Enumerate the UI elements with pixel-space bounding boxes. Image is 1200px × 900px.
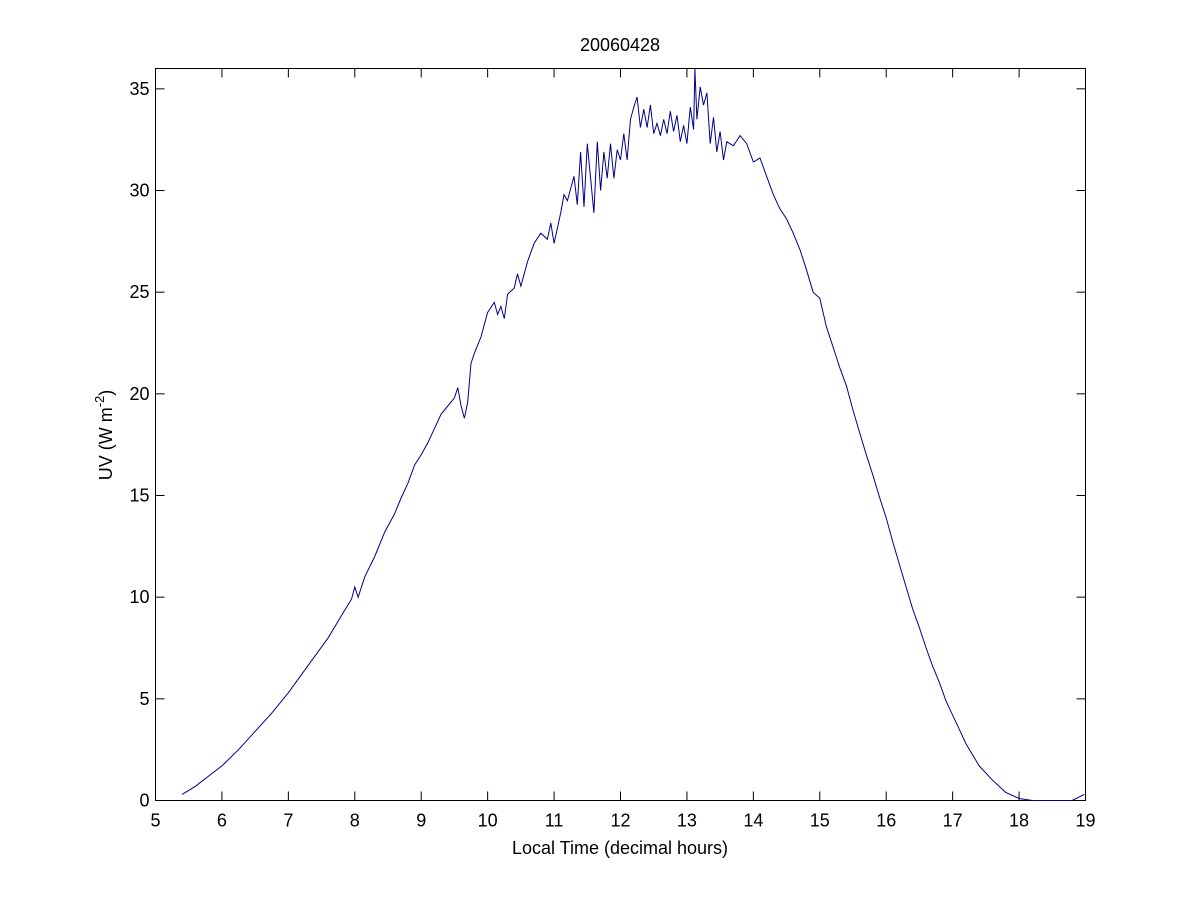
x-tick-label: 9 xyxy=(416,811,426,831)
uv-series-line xyxy=(181,68,1085,801)
x-tick-label: 10 xyxy=(478,811,498,831)
x-tick-label: 15 xyxy=(810,811,830,831)
x-tick-label: 11 xyxy=(545,811,564,831)
y-tick-label: 5 xyxy=(139,689,149,709)
y-tick-label: 0 xyxy=(139,791,149,811)
y-axis: 0 5 10 15 20 25 30 35 xyxy=(129,79,1086,811)
x-tick-label: 6 xyxy=(217,811,227,831)
y-tick-label: 25 xyxy=(129,282,149,302)
x-tick-label: 14 xyxy=(743,811,763,831)
y-axis-label-suffix: ) xyxy=(96,390,116,396)
y-tick-label: 10 xyxy=(129,587,149,607)
x-tick-label: 7 xyxy=(283,811,293,831)
y-axis-label: UV (W m-2) xyxy=(92,390,116,481)
plot-area-frame xyxy=(155,68,1086,801)
x-tick-label: 13 xyxy=(677,811,697,831)
y-axis-label-exponent: -2 xyxy=(92,396,107,408)
y-axis-label-main: UV (W m xyxy=(96,407,116,480)
x-tick-label: 8 xyxy=(350,811,360,831)
chart-title: 20060428 xyxy=(580,35,660,55)
y-tick-label: 20 xyxy=(129,384,149,404)
x-tick-label: 5 xyxy=(150,811,160,831)
x-tick-label: 19 xyxy=(1075,811,1095,831)
x-tick-label: 17 xyxy=(943,811,963,831)
x-tick-label: 16 xyxy=(876,811,896,831)
x-axis-label: Local Time (decimal hours) xyxy=(512,838,728,858)
y-tick-label: 35 xyxy=(129,79,149,99)
y-tick-label: 30 xyxy=(129,181,149,201)
y-tick-label: 15 xyxy=(129,486,149,506)
x-axis: 5 6 7 8 9 10 11 12 13 14 15 16 17 18 19 xyxy=(150,68,1096,831)
x-tick-label: 18 xyxy=(1009,811,1029,831)
x-tick-label: 12 xyxy=(610,811,630,831)
